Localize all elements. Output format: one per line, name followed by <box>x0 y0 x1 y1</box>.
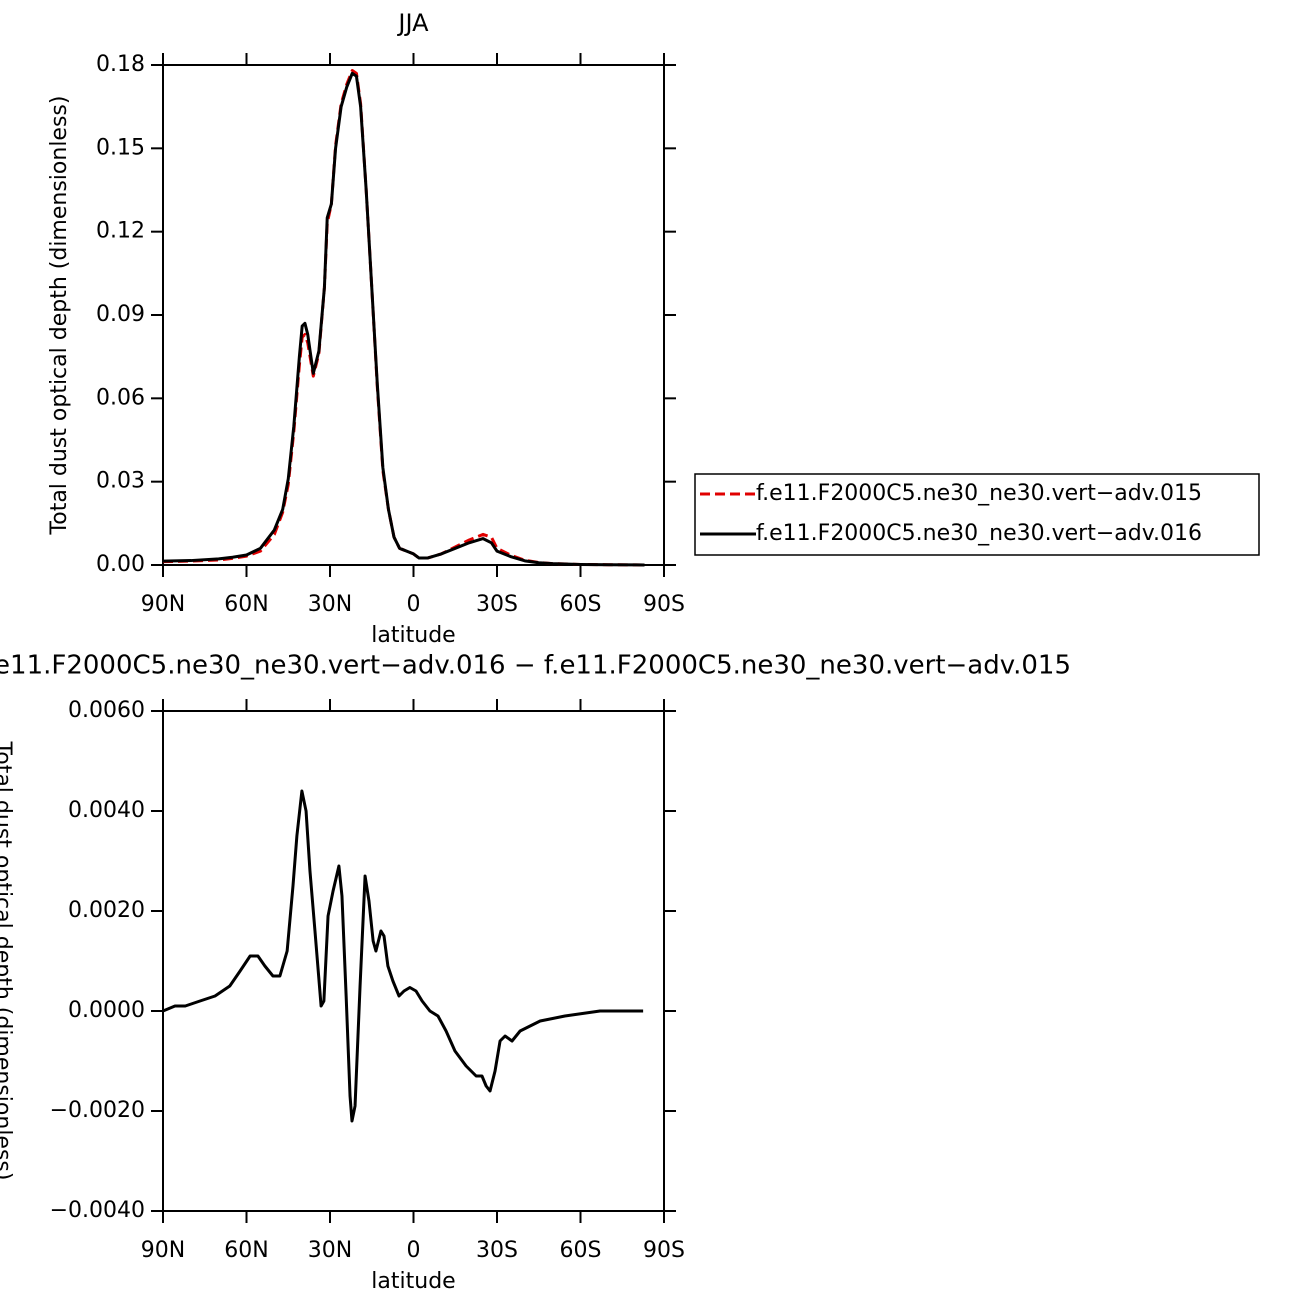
chart-title: JJA <box>396 9 429 37</box>
x-tick-label: 30N <box>308 1238 352 1263</box>
x-axis-label: latitude <box>371 1269 455 1294</box>
x-tick-label: 30N <box>308 592 352 617</box>
y-tick-label: 0.0060 <box>68 698 145 723</box>
y-tick-label: 0.18 <box>96 52 145 77</box>
y-tick-label: 0.15 <box>96 135 145 160</box>
y-axis-label: Total dust optical depth (dimensionless) <box>0 741 15 1181</box>
y-tick-label: 0.06 <box>96 385 145 410</box>
legend-box <box>694 473 1260 556</box>
x-tick-label: 30S <box>476 592 518 617</box>
x-tick-label: 0 <box>407 1238 421 1263</box>
plot-frame <box>162 64 665 566</box>
legend-label: f.e11.F2000C5.ne30_ne30.vert−adv.016 <box>756 521 1202 546</box>
x-axis-label: latitude <box>371 623 455 648</box>
x-tick-label: 90N <box>141 1238 185 1263</box>
y-tick-label: 0.09 <box>96 302 145 327</box>
x-tick-label: 90N <box>141 592 185 617</box>
x-tick-label: 90S <box>643 592 685 617</box>
x-tick-label: 60S <box>560 1238 602 1263</box>
y-tick-label: 0.12 <box>96 219 145 244</box>
chart-title: f.e11.F2000C5.ne30_ne30.vert−adv.016 − f… <box>0 651 1071 681</box>
x-tick-label: 60N <box>224 592 268 617</box>
y-tick-label: 0.03 <box>96 469 145 494</box>
y-tick-label: 0.0040 <box>68 798 145 823</box>
legend-label: f.e11.F2000C5.ne30_ne30.vert−adv.015 <box>756 481 1202 506</box>
x-tick-label: 60S <box>560 592 602 617</box>
data-line <box>162 71 645 567</box>
x-tick-label: 90S <box>643 1238 685 1263</box>
y-tick-label: −0.0040 <box>50 1198 145 1223</box>
data-line <box>162 789 644 1123</box>
x-tick-label: 0 <box>407 592 421 617</box>
plot-frame <box>162 710 665 1212</box>
data-line <box>162 69 645 567</box>
y-tick-label: −0.0020 <box>50 1098 145 1123</box>
x-tick-label: 30S <box>476 1238 518 1263</box>
y-tick-label: 0.00 <box>96 552 145 577</box>
y-axis-label: Total dust optical depth (dimensionless) <box>47 96 72 536</box>
y-tick-label: 0.0000 <box>68 998 145 1023</box>
y-tick-label: 0.0020 <box>68 898 145 923</box>
x-tick-label: 60N <box>224 1238 268 1263</box>
